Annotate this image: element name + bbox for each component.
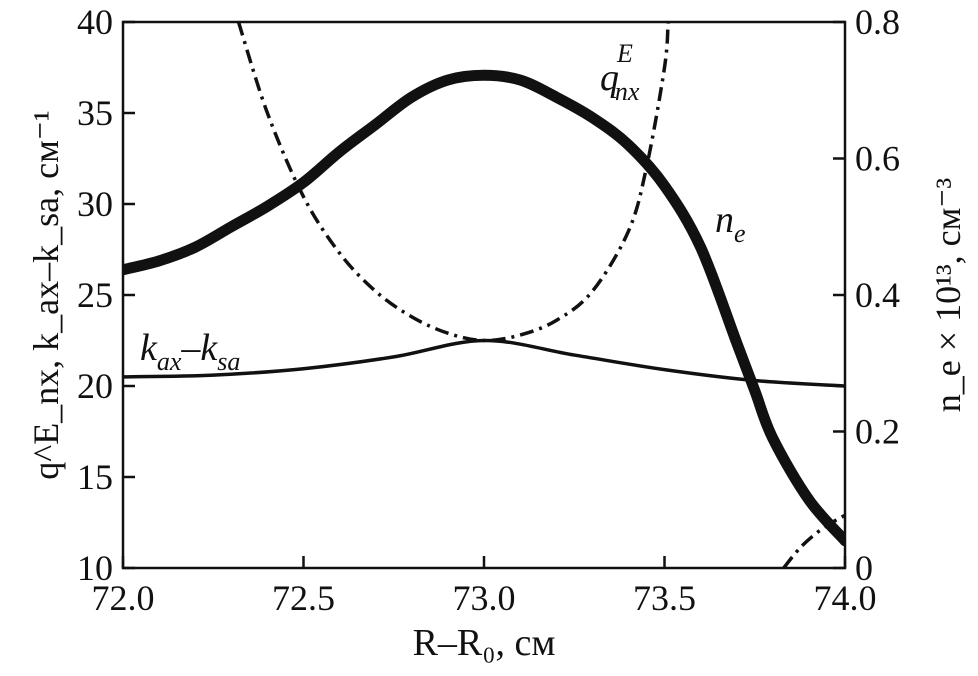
- y-tick-label-left: 20: [77, 366, 113, 406]
- series-line-2: [782, 513, 845, 568]
- y-tick-label-right: 0.6: [855, 139, 900, 179]
- x-tick-label: 73.0: [453, 578, 516, 618]
- x-tick-label: 73.5: [633, 578, 696, 618]
- x-axis-label: R–R₀, см: [413, 622, 556, 664]
- y-tick-label-right: 0.8: [855, 2, 900, 42]
- y-axis-label-left: q^E_nx, k_ax–k_sa, см⁻¹: [26, 110, 66, 479]
- y-tick-label-left: 35: [77, 93, 113, 133]
- y-tick-label-right: 0.2: [855, 412, 900, 452]
- y-axis-label-right: n_e × 10¹³, см⁻³: [928, 178, 968, 413]
- y-tick-label-right: 0.4: [855, 275, 900, 315]
- y-tick-label-left: 15: [77, 457, 113, 497]
- y-tick-label-left: 30: [77, 184, 113, 224]
- annotation-ne: ne: [715, 199, 746, 248]
- y-tick-label-left: 40: [77, 2, 113, 42]
- x-tick-label: 72.5: [272, 578, 335, 618]
- annotation-qnx: qE nx: [600, 39, 640, 106]
- series-line-0: [123, 69, 845, 547]
- x-tick-label: 72.0: [92, 578, 155, 618]
- plot-frame: [121, 20, 847, 570]
- y-tick-label-right: 0: [855, 548, 873, 588]
- annotation-kax-ksa: kax–ksa: [140, 327, 240, 376]
- y-tick-label-left: 10: [77, 548, 113, 588]
- y-tick-label-left: 25: [77, 275, 113, 315]
- series-line-3: [123, 338, 845, 388]
- x-tick-label: 74.0: [814, 578, 877, 618]
